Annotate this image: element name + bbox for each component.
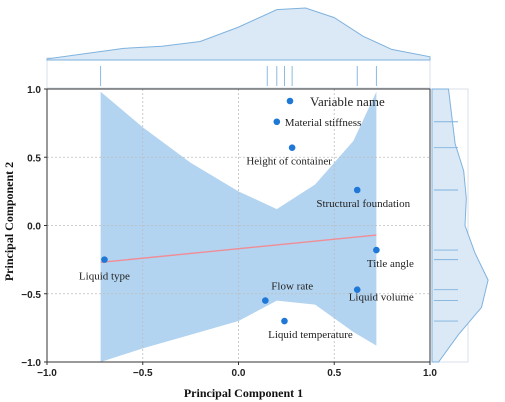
point-label: Height of container [246,156,332,168]
legend-label: Variable name [310,94,385,109]
regression-line [100,234,377,264]
point-label: Liquid temperature [268,329,353,341]
x-tick-label: 1.0 [423,368,437,379]
marginal-x-frame [46,57,431,89]
data-point [262,297,269,304]
y-tick-label: 0.0 [27,222,41,233]
y-axis-label: Principal Component 2 [2,162,16,281]
data-point [373,246,380,254]
data-point [353,186,361,194]
data-points [101,118,380,325]
legend-marker [286,97,294,105]
legend: Variable name [286,94,385,109]
marginal-x-density-curve [46,7,431,61]
x-tick-label: −0.5 [133,368,153,379]
y-tick-label: −1.0 [21,358,41,369]
data-point [288,144,296,151]
y-axis-ticks: −1.0 −0.5 0.0 0.5 1.0 [21,85,47,369]
regression-line-group [100,234,377,264]
point-label: Flow rate [271,281,313,293]
x-tick-label: −1.0 [37,368,57,379]
x-tick-label: 0.5 [327,368,341,379]
point-labels: Material stiffness Height of container Str… [79,117,414,341]
plot-area: Material stiffness Height of container Str… [46,88,431,363]
point-label: Liquid type [79,271,130,283]
point-label: Material stiffness [285,117,361,129]
x-tick-label: 0.0 [232,368,246,379]
y-tick-label: 0.5 [27,153,41,164]
point-label: Title angle [367,258,414,270]
point-label: Structural foundation [316,198,410,210]
point-label: Liquid volume [349,292,414,304]
data-point [273,118,281,126]
y-tick-label: 1.0 [27,85,41,96]
data-point [101,256,108,263]
x-axis-ticks: −1.0 −0.5 0.0 0.5 1.0 [37,362,437,379]
y-tick-label: −0.5 [21,290,41,301]
marginal-y-density-curve [431,88,489,363]
data-point [353,286,361,293]
x-axis-label: Principal Component 1 [184,386,303,400]
data-point [281,317,288,325]
marginal-y-density [431,88,489,363]
marginal-x-density [46,7,431,89]
